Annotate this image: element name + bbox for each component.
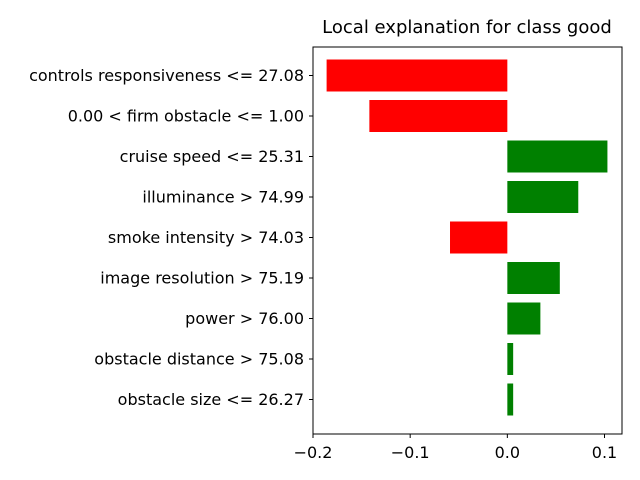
x-tick-label: 0.1 [592, 443, 617, 462]
y-tick-label: controls responsiveness <= 27.08 [29, 66, 304, 85]
bar-0 [326, 59, 508, 92]
y-tick-label: obstacle size <= 26.27 [118, 390, 304, 409]
y-tick-label: power > 76.00 [185, 309, 304, 328]
chart-title: Local explanation for class good [322, 17, 612, 38]
y-tick-label: obstacle distance > 75.08 [94, 350, 304, 369]
y-tick-label: image resolution > 75.19 [100, 269, 304, 288]
bars-group [326, 59, 608, 416]
y-tick-label: 0.00 < firm obstacle <= 1.00 [68, 107, 304, 126]
x-axis-ticks: −0.2 −0.1 0.0 0.1 [294, 434, 617, 462]
bar-6 [507, 302, 541, 335]
x-tick-label: −0.2 [294, 443, 333, 462]
y-tick-label: illuminance > 74.99 [142, 188, 304, 207]
bar-2 [507, 140, 608, 173]
bar-5 [507, 262, 560, 294]
y-tick-label: smoke intensity > 74.03 [108, 228, 304, 247]
bar-3 [507, 181, 579, 213]
bar-1 [369, 100, 508, 132]
axes-frame [312, 46, 623, 435]
y-axis-ticks: controls responsiveness <= 27.08 0.00 < f… [29, 66, 313, 409]
bar-4 [450, 221, 508, 254]
x-tick-label: −0.1 [391, 443, 430, 462]
y-tick-label: cruise speed <= 25.31 [120, 147, 304, 166]
x-tick-label: 0.0 [495, 443, 520, 462]
bar-7 [507, 343, 514, 375]
bar-8 [507, 383, 514, 416]
